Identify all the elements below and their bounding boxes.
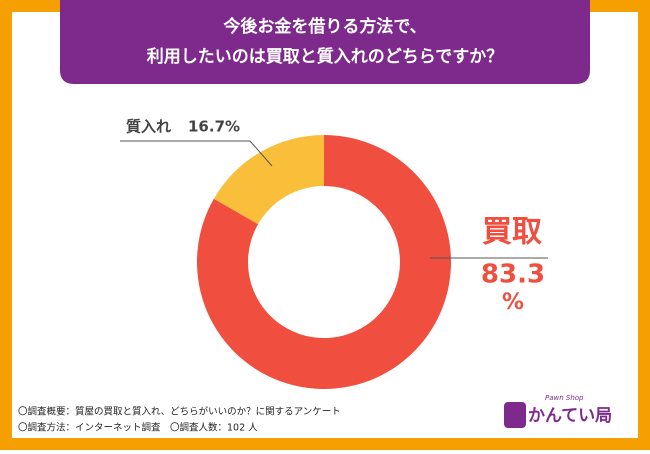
chart-title: 利用したいのは買取と質入れのどちらですか？ [147, 46, 504, 67]
footer-note: 〇調査方法：インターネット調査 〇調査人数：102 人 [18, 422, 258, 434]
title-banner [60, 0, 590, 84]
logo-tagline: Pawn Shop [545, 394, 584, 402]
logo-icon [504, 402, 526, 428]
donut-segment [213, 135, 324, 225]
footer-note: 〇調査概要：質屋の買取と質入れ、どちらがいいのか？に関するアンケート [18, 406, 341, 418]
chart-title: 今後お金を借りる方法で、 [223, 16, 426, 37]
category-label: 質入れ [126, 118, 171, 136]
donut-segment [196, 135, 451, 390]
category-label: 買取 [482, 215, 542, 250]
value-label: 16.7% [188, 118, 240, 136]
value-label: 83.3 [481, 260, 545, 290]
value-unit: % [502, 290, 524, 315]
logo-name: かんてい局 [528, 406, 612, 426]
leader-line [120, 140, 273, 167]
